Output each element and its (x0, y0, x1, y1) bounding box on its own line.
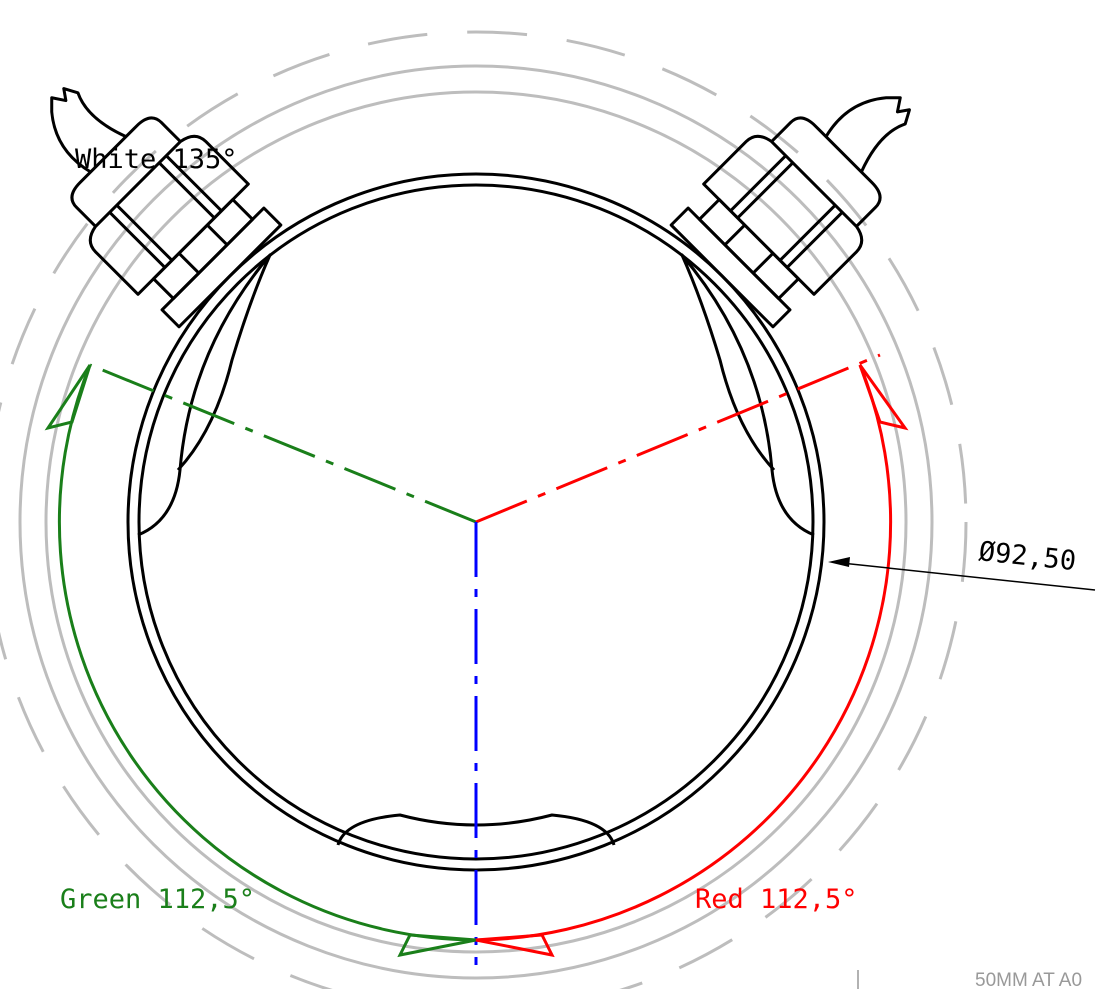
diameter-label: Ø92,50 (977, 536, 1077, 577)
rib (137, 253, 272, 537)
white-label: White 135° (75, 144, 238, 175)
arrow (44, 364, 92, 431)
cable-gland (669, 96, 911, 329)
outer-circle (44, 90, 908, 954)
rib (680, 253, 815, 537)
green-arc (57, 364, 477, 942)
body-inner (137, 183, 815, 861)
outer-circle (18, 64, 934, 980)
arrow (397, 933, 477, 958)
green-axis (89, 363, 477, 524)
dashed-circle (0, 30, 968, 989)
scale-label: 50MM AT A0 (975, 970, 1082, 989)
red-arc (475, 364, 893, 942)
leader (831, 561, 1096, 591)
red-axis (475, 353, 881, 524)
red-label: Red 112,5° (695, 884, 858, 915)
cable-gland (50, 87, 283, 329)
arrow (828, 557, 850, 567)
arrow (475, 933, 555, 958)
arrow (858, 364, 909, 431)
green-label: Green 112,5° (60, 884, 255, 915)
